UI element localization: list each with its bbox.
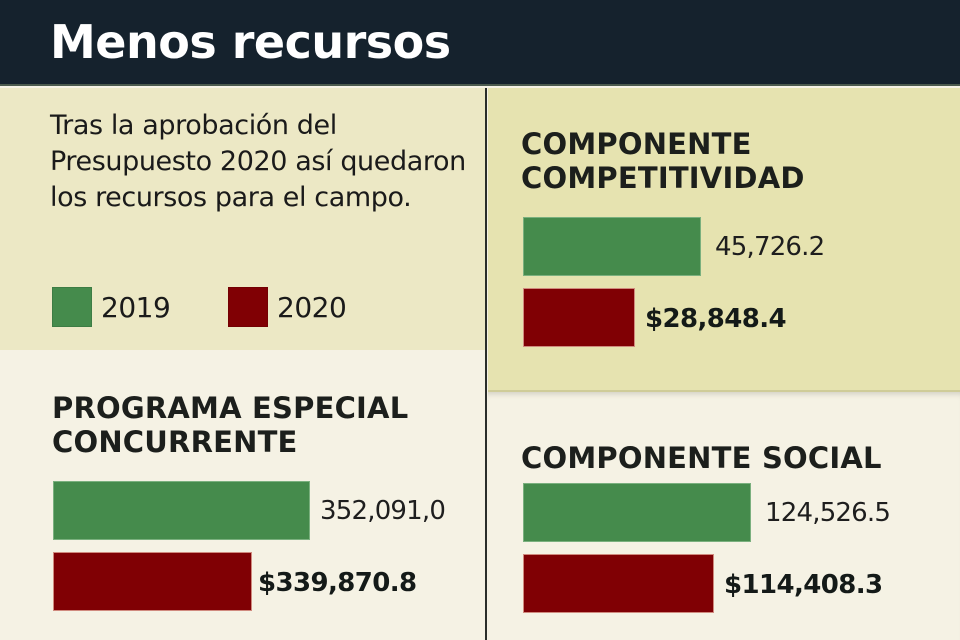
legend-item-2019: 2019: [52, 287, 171, 327]
header-bar: Menos recursos: [0, 0, 960, 86]
legend-label-2019: 2019: [101, 290, 171, 324]
legend-swatch-2019: [52, 287, 92, 327]
pec-value-2020: $339,870.8: [258, 568, 417, 598]
social-bar-2020: [523, 554, 714, 613]
social-value-2019: 124,526.5: [765, 498, 891, 528]
social-value-2020: $114,408.3: [724, 570, 883, 600]
competitividad-bar-2019: [523, 217, 701, 276]
legend-item-2020: 2020: [228, 287, 347, 327]
pec-title: PROGRAMA ESPECIAL CONCURRENTE: [52, 391, 409, 459]
pec-bar-2020: [53, 552, 252, 611]
legend-swatch-2020: [228, 287, 268, 327]
vertical-divider: [485, 88, 487, 640]
pec-value-2019: 352,091,0: [320, 496, 446, 526]
pec-bar-2019: [53, 481, 310, 540]
competitividad-title: COMPONENTE COMPETITIVIDAD: [521, 127, 805, 195]
social-title: COMPONENTE SOCIAL: [521, 441, 882, 475]
legend-label-2020: 2020: [277, 290, 347, 324]
competitividad-value-2019: 45,726.2: [715, 232, 825, 262]
competitividad-value-2020: $28,848.4: [645, 304, 787, 334]
intro-description: Tras la aprobación del Presupuesto 2020 …: [50, 110, 466, 213]
competitividad-bar-2020: [523, 288, 635, 347]
page-title: Menos recursos: [50, 15, 451, 69]
social-bar-2019: [523, 483, 751, 542]
